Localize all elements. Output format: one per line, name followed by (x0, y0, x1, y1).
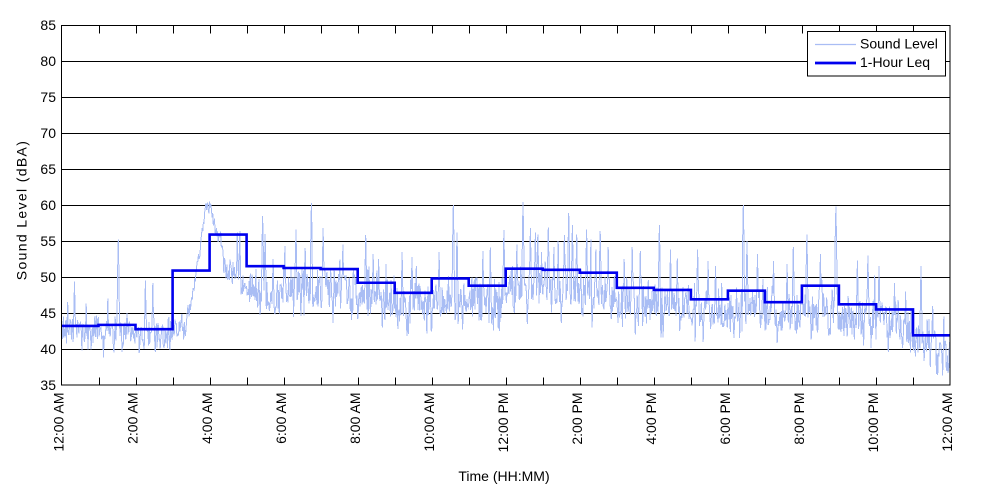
svg-text:85: 85 (40, 17, 56, 33)
svg-text:8:00 AM: 8:00 AM (347, 393, 363, 444)
svg-text:55: 55 (40, 233, 56, 249)
svg-text:10:00 PM: 10:00 PM (865, 393, 881, 453)
svg-text:35: 35 (40, 377, 56, 393)
svg-text:65: 65 (40, 161, 56, 177)
svg-text:60: 60 (40, 197, 56, 213)
svg-text:4:00 AM: 4:00 AM (199, 393, 215, 444)
svg-text:75: 75 (40, 89, 56, 105)
svg-text:6:00 PM: 6:00 PM (717, 393, 733, 445)
svg-text:2:00 AM: 2:00 AM (125, 393, 141, 444)
svg-text:12:00 PM: 12:00 PM (495, 393, 511, 453)
svg-text:Sound Level (dBA): Sound Level (dBA) (14, 140, 30, 280)
svg-text:2:00 PM: 2:00 PM (569, 393, 585, 445)
svg-text:45: 45 (40, 305, 56, 321)
svg-text:6:00 AM: 6:00 AM (273, 393, 289, 444)
svg-text:70: 70 (40, 125, 56, 141)
svg-text:8:00 PM: 8:00 PM (791, 393, 807, 445)
svg-text:Sound Level: Sound Level (860, 36, 938, 52)
svg-text:50: 50 (40, 269, 56, 285)
svg-text:12:00 AM: 12:00 AM (51, 393, 67, 452)
svg-text:10:00 AM: 10:00 AM (421, 393, 437, 452)
svg-text:12:00 AM: 12:00 AM (939, 393, 955, 452)
svg-text:Time (HH:MM): Time (HH:MM) (458, 468, 549, 484)
svg-text:40: 40 (40, 341, 56, 357)
svg-text:4:00 PM: 4:00 PM (643, 393, 659, 445)
svg-text:80: 80 (40, 53, 56, 69)
svg-text:1-Hour Leq: 1-Hour Leq (860, 54, 930, 70)
